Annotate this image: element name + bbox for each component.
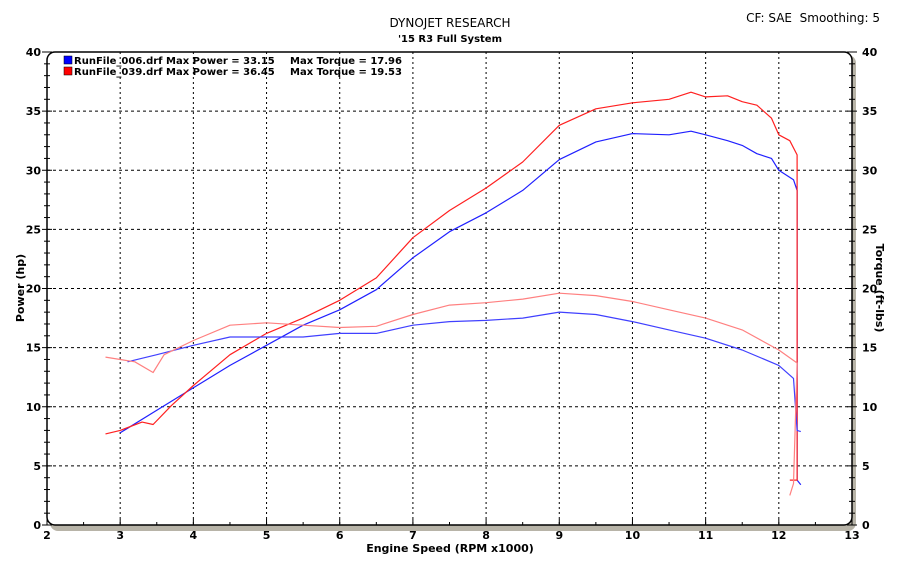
y-tick-label: 5	[33, 460, 41, 473]
series-torque-runfile_039-drf	[105, 292, 798, 496]
x-tick-label: 10	[625, 529, 641, 542]
x-tick-label: 3	[116, 529, 124, 542]
x-axis-label: Engine Speed (RPM x1000)	[366, 542, 534, 555]
legend-swatch-006	[63, 55, 73, 65]
x-tick-label: 8	[482, 529, 490, 542]
y2-tick-label: 5	[862, 460, 870, 473]
x-tick-label: 4	[190, 529, 198, 542]
legend-swatch-039	[63, 66, 73, 76]
y-tick-label: 25	[26, 223, 41, 236]
series-power-runfile_039-drf	[105, 91, 798, 481]
chart-subtitle: '15 R3 Full System	[398, 34, 502, 45]
x-tick-label: 9	[555, 529, 563, 542]
y-tick-label: 20	[26, 283, 42, 296]
series-torque-runfile_006-drf	[127, 311, 801, 433]
x-tick-label: 12	[771, 529, 786, 542]
y2-tick-label: 30	[862, 164, 878, 177]
x-tick-label: 6	[336, 529, 344, 542]
y-tick-label: 0	[33, 519, 41, 532]
chart-title: DYNOJET RESEARCH	[389, 16, 510, 30]
legend-entry-006: RunFile_006.drf Max Power = 33.15	[74, 56, 275, 67]
x-tick-label: 7	[409, 529, 417, 542]
legend-torque-039: Max Torque = 19.53	[290, 67, 402, 78]
y-tick-label: 10	[26, 401, 42, 414]
x-tick-label: 13	[844, 529, 859, 542]
y2-axis-label: Torque (ft-lbs)	[873, 244, 886, 333]
x-tick-label: 5	[263, 529, 271, 542]
y-tick-label: 15	[26, 342, 41, 355]
y-tick-label: 30	[26, 164, 42, 177]
legend-torque-006: Max Torque = 17.96	[290, 56, 402, 67]
x-tick-label: 2	[43, 529, 51, 542]
x-tick-label: 11	[698, 529, 713, 542]
series-power-runfile_006-drf	[119, 130, 802, 486]
y2-tick-label: 10	[862, 401, 878, 414]
y-axis-label: Power (hp)	[14, 254, 27, 322]
y2-tick-label: 20	[862, 283, 878, 296]
legend: RunFile_006.drf Max Power = 33.15 Max To…	[63, 55, 402, 78]
y-tick-label: 35	[26, 105, 41, 118]
y2-tick-label: 40	[862, 46, 878, 59]
legend-entry-039: RunFile_039.drf Max Power = 36.45	[74, 67, 275, 78]
y2-tick-label: 35	[862, 105, 877, 118]
y2-tick-label: 25	[862, 223, 877, 236]
y2-tick-label: 15	[862, 342, 877, 355]
y-tick-label: 40	[26, 46, 42, 59]
y2-tick-label: 0	[862, 519, 870, 532]
cf-smoothing-label: CF: SAE Smoothing: 5	[746, 11, 880, 25]
